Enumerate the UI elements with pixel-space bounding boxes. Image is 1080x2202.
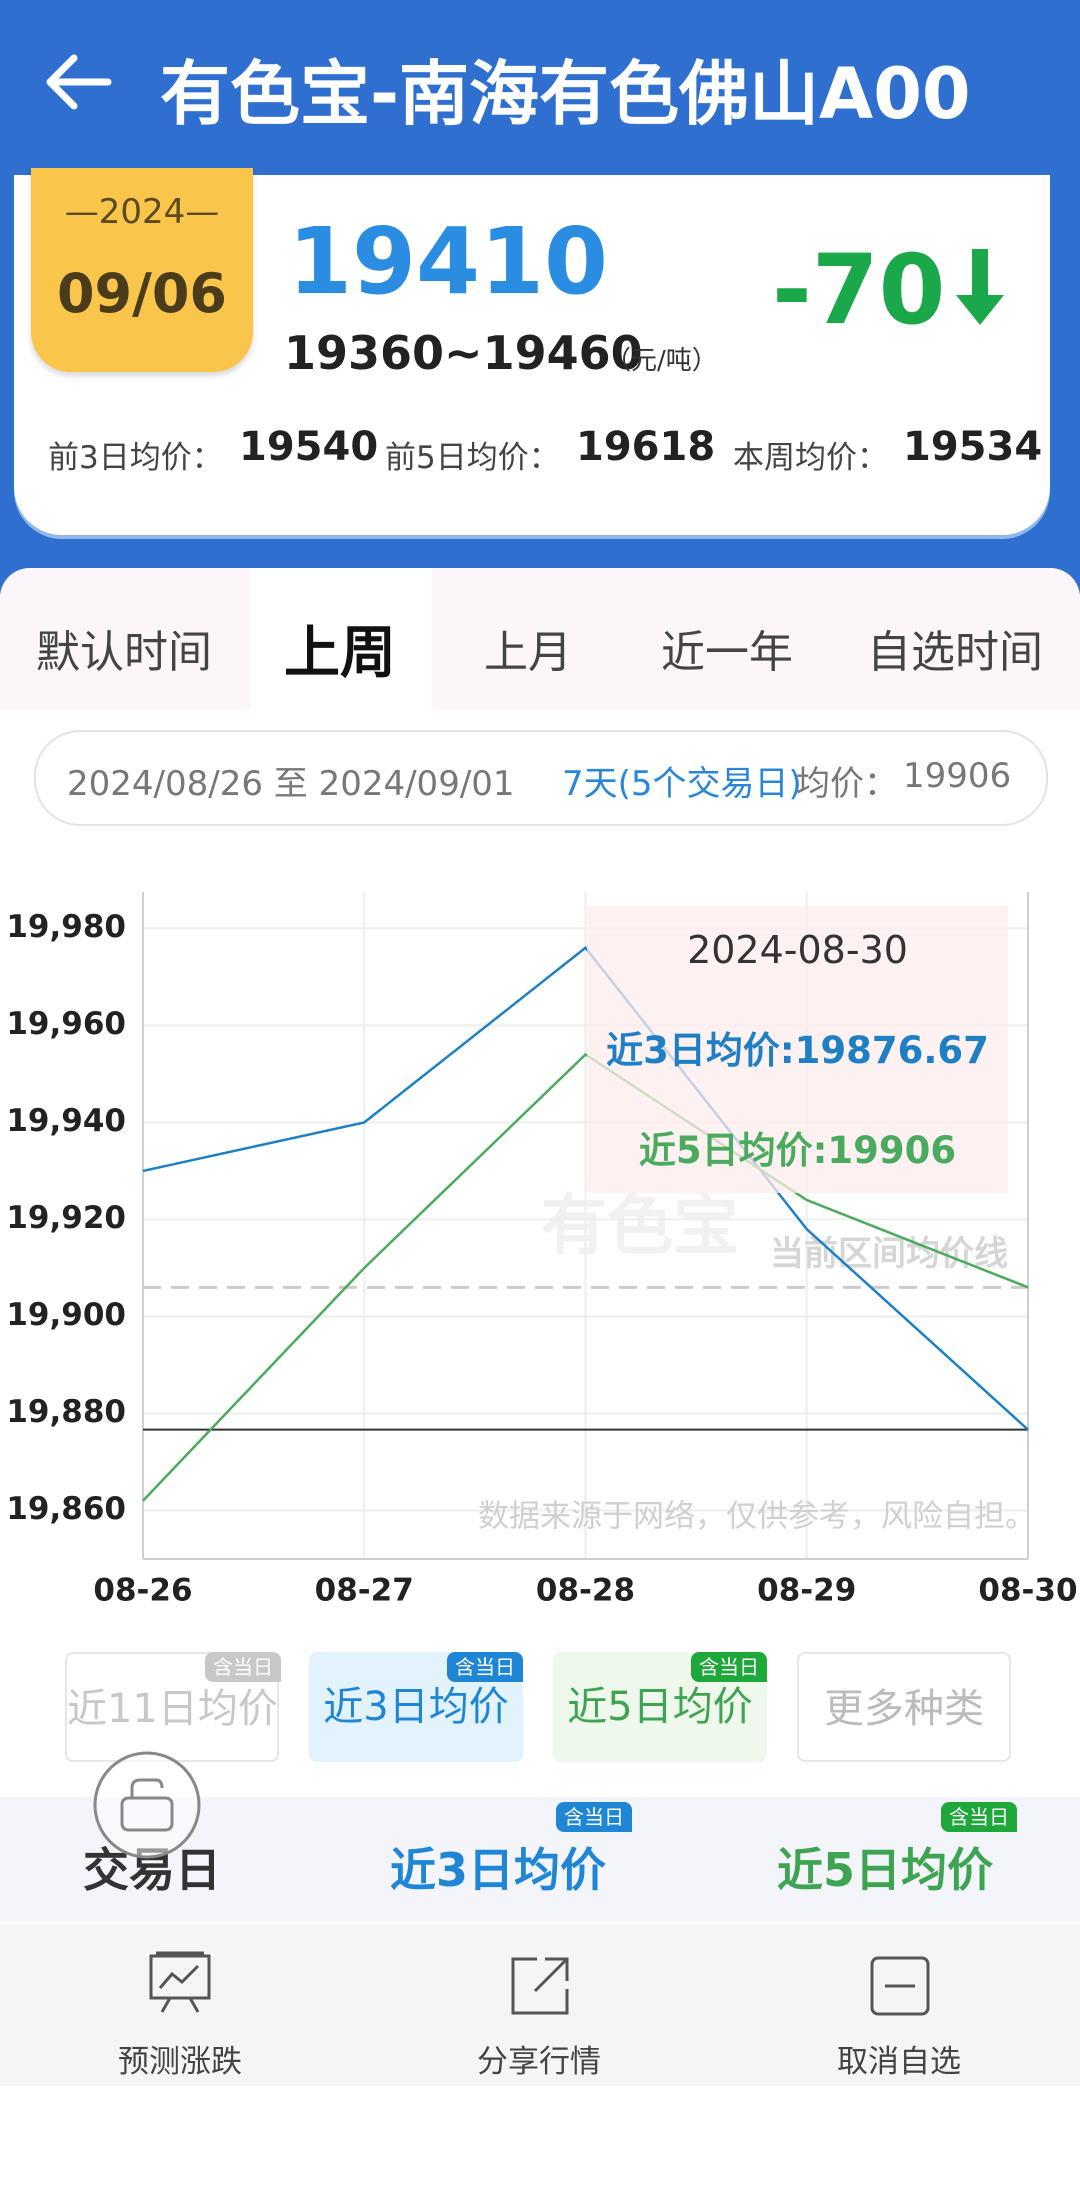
page-title: 有色宝-南海有色佛山A00: [160, 53, 971, 135]
series-line: [142, 946, 1029, 1431]
legend-badge: 含当日: [205, 1652, 281, 1682]
range-period: 2024/08/26 至 2024/09/01: [67, 764, 515, 804]
y-tick-label: 19,900: [6, 1297, 126, 1333]
quote-unit: （元/吨）: [605, 346, 718, 376]
back-button[interactable]: [44, 52, 114, 112]
forecast-icon[interactable]: [148, 1950, 212, 2016]
tab[interactable]: 近一年: [661, 627, 793, 678]
quote-change: -70: [772, 234, 946, 346]
watermark: 有色宝: [541, 1187, 739, 1264]
x-tick-label: 08-30: [978, 1573, 1077, 1609]
avg-label: 前3日均价：: [48, 440, 223, 476]
y-tick-label: 19,980: [6, 909, 126, 945]
unfollow-icon[interactable]: [869, 1955, 931, 2017]
reference-label: 当前区间均价线: [770, 1234, 1008, 1274]
tooltip-line: 近5日均价:19906: [638, 1129, 957, 1172]
line-chart: 有色宝 08-26 08-27 08-28 08-29 08-30 19,860 19,880…: [6, 892, 1078, 1609]
legend-badge: 含当日: [691, 1652, 767, 1682]
range-avg: 19906: [903, 756, 1012, 796]
quote-price: 19410: [288, 208, 609, 315]
quote-year: —2024—: [64, 192, 220, 232]
nav-label[interactable]: 预测涨跌: [118, 2044, 242, 2080]
tab-bar: [0, 568, 1080, 710]
data-note: 数据来源于网络，仅供参考，风险自担。: [478, 1499, 1036, 1535]
avg-label: 前5日均价：: [385, 440, 560, 476]
nav-label[interactable]: 取消自选: [837, 2044, 961, 2080]
tooltip: [587, 906, 1008, 1193]
series-line: [142, 1052, 1029, 1502]
column-badge: 含当日: [556, 1802, 632, 1832]
legend-button[interactable]: 更多种类: [797, 1652, 1011, 1762]
column-header: 近3日均价: [389, 1843, 607, 1897]
y-tick-label: 19,860: [6, 1491, 126, 1527]
tab[interactable]: 自选时间: [867, 627, 1043, 678]
avg-value: 19534: [903, 424, 1043, 470]
bottom-nav: [0, 1924, 1080, 2086]
tab-selected-bg: [250, 568, 432, 710]
range-bar: [34, 730, 1048, 826]
quote-range: 19360~19460: [284, 326, 643, 380]
y-tick-label: 19,920: [6, 1200, 126, 1236]
column-badge: 含当日: [941, 1802, 1017, 1832]
tooltip-title: 2024-08-30: [687, 928, 908, 972]
x-tick-label: 08-29: [757, 1573, 856, 1609]
tab[interactable]: 上周: [284, 621, 396, 686]
column-header: 近5日均价: [776, 1843, 994, 1897]
avg-value: 19618: [576, 424, 716, 470]
tab[interactable]: 默认时间: [36, 627, 212, 678]
down-arrow-icon: [956, 249, 1004, 325]
legend-badge: 含当日: [447, 1652, 523, 1682]
y-tick-label: 19,880: [6, 1394, 126, 1430]
range-avg-label: 均价：: [796, 764, 898, 804]
x-tick-label: 08-26: [93, 1573, 192, 1609]
share-icon[interactable]: [509, 1955, 571, 2017]
avg-label: 本周均价：: [733, 440, 888, 476]
tab[interactable]: 上月: [484, 627, 572, 678]
quote-date: 09/06: [56, 262, 227, 325]
x-tick-label: 08-28: [536, 1573, 635, 1609]
y-tick-label: 19,960: [6, 1006, 126, 1042]
y-tick-label: 19,940: [6, 1103, 126, 1139]
date-badge: [31, 168, 253, 372]
tooltip-line: 近3日均价:19876.67: [606, 1029, 989, 1072]
x-tick-label: 08-27: [315, 1573, 414, 1609]
avg-value: 19540: [239, 424, 379, 470]
range-days: 7天(5个交易日): [562, 764, 802, 804]
nav-label[interactable]: 分享行情: [477, 2044, 601, 2080]
floating-button[interactable]: [92, 1750, 202, 1860]
